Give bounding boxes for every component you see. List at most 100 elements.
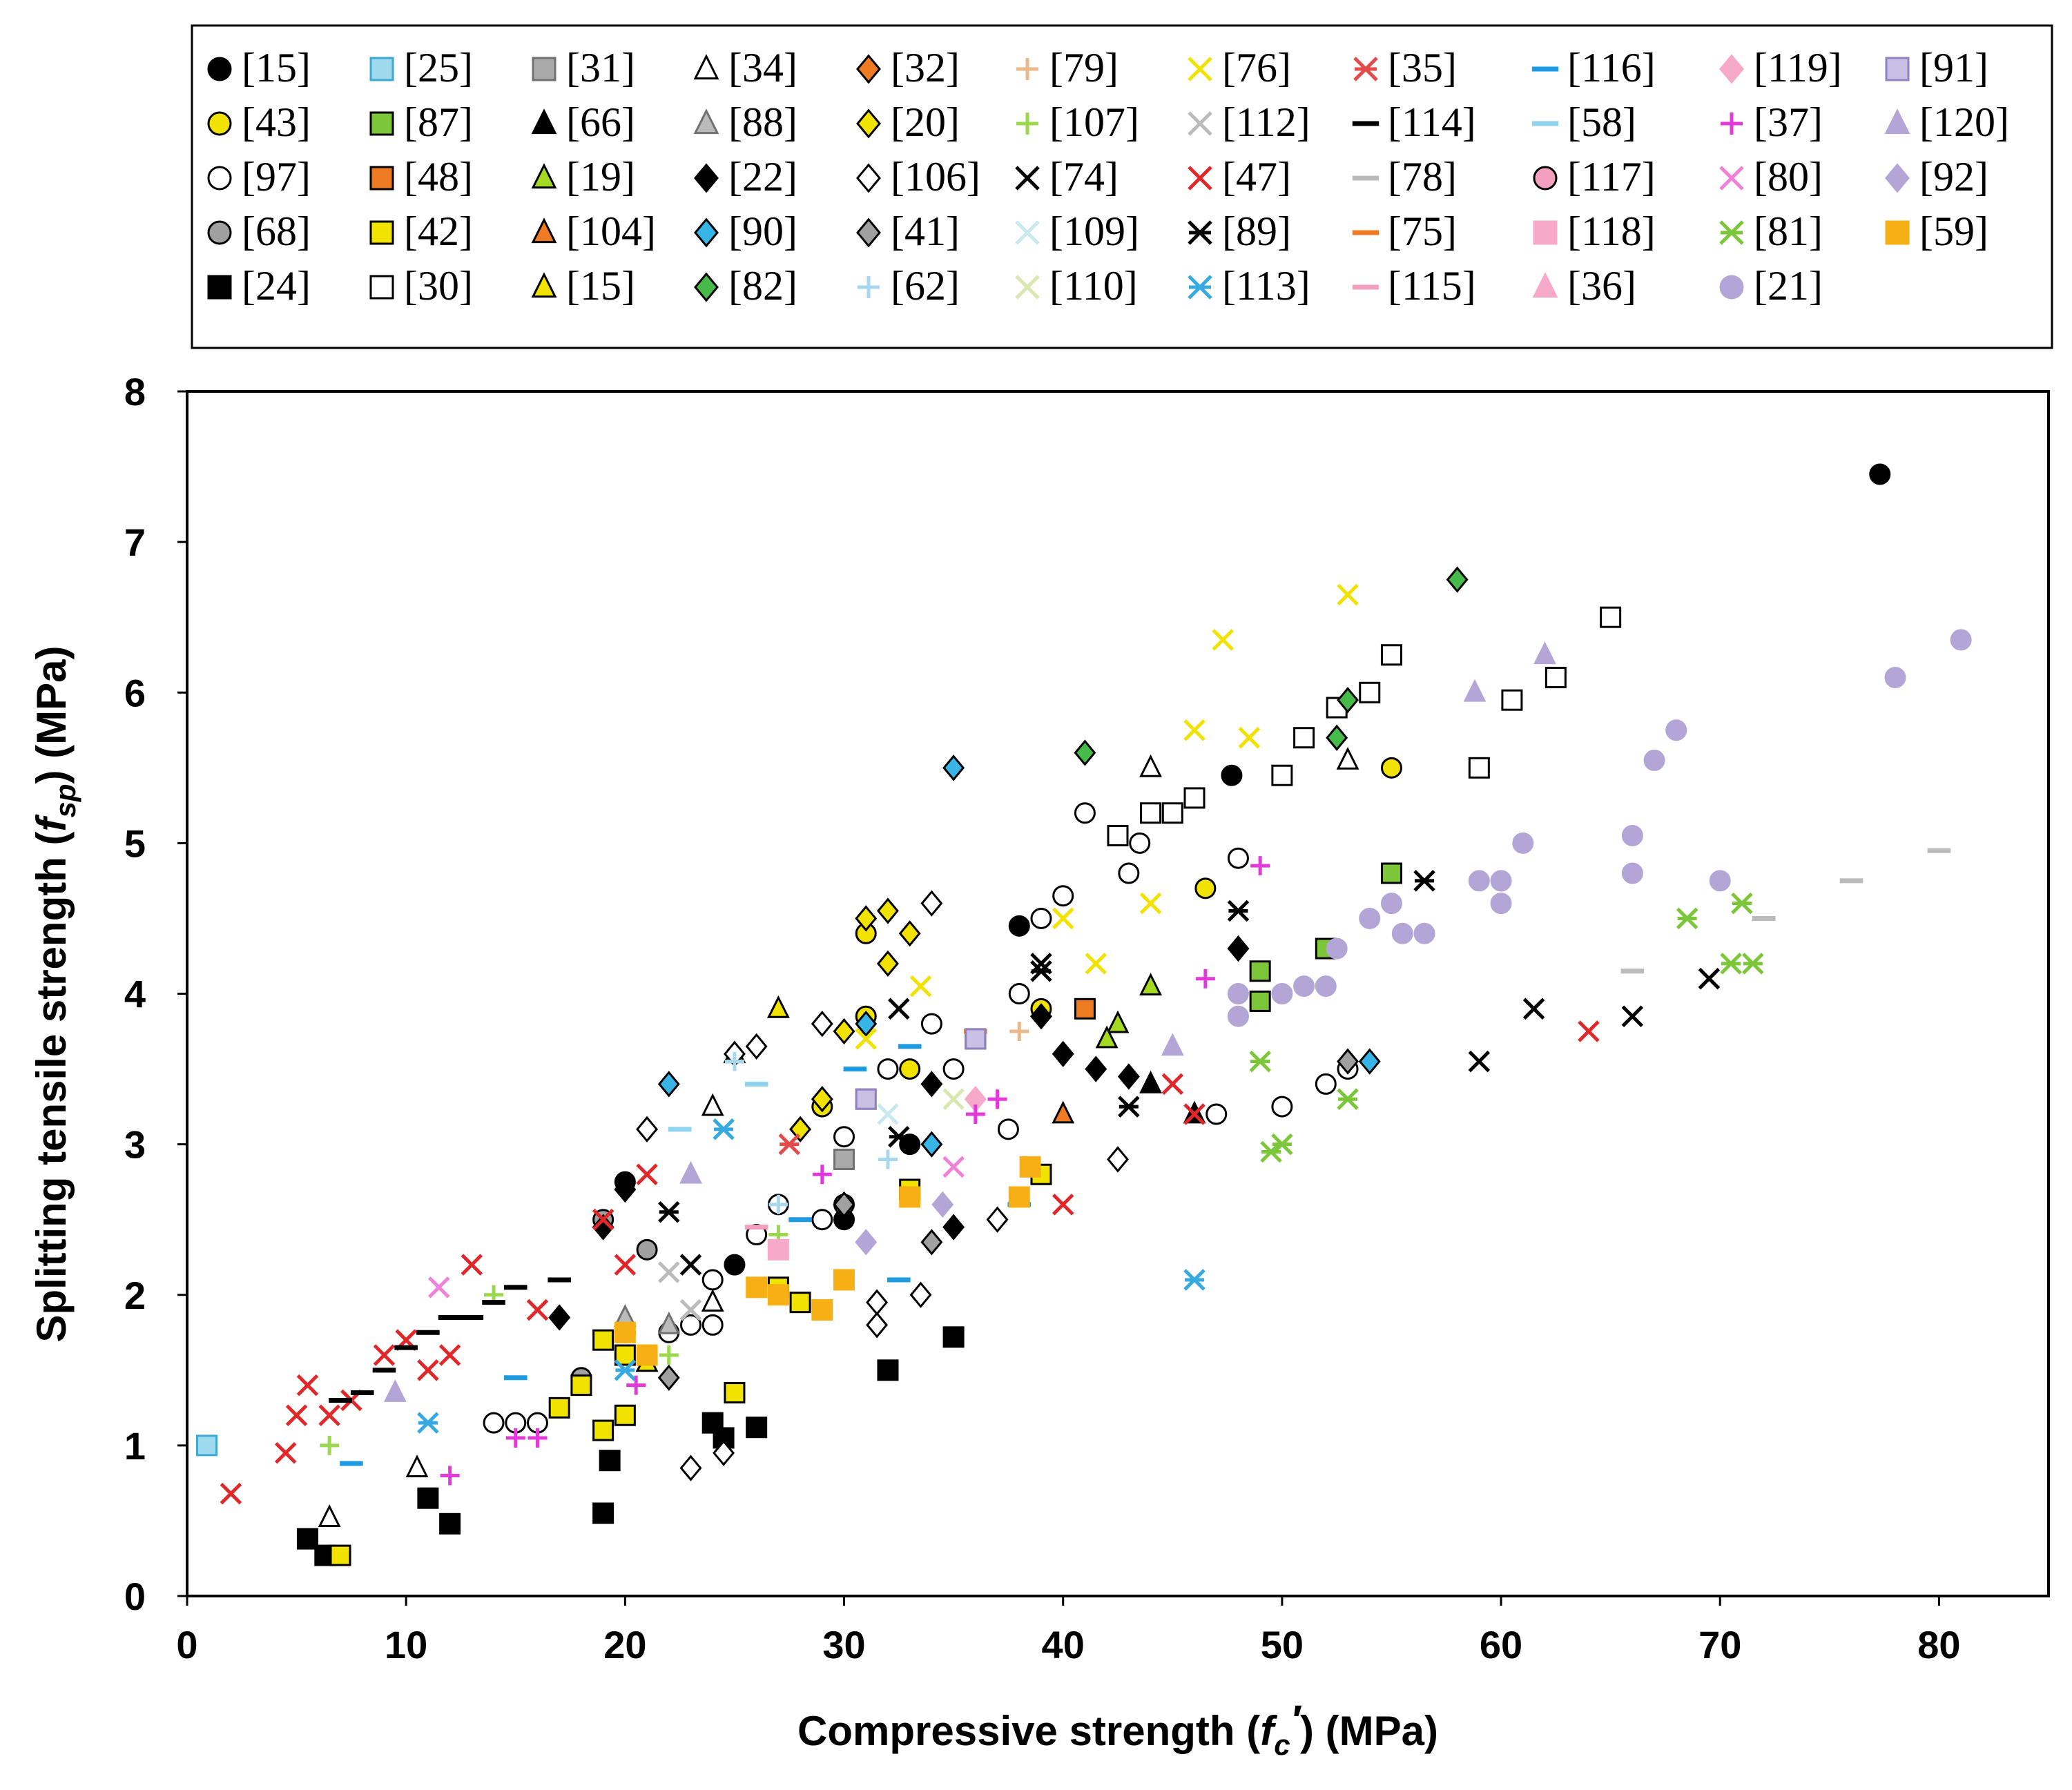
data-point: [76]: (40, 4.5): [1052, 907, 1074, 930]
x-axis-title: Compressive strength (fc′) (MPa): [797, 1697, 1438, 1761]
data-point: [62]: (25, 3.55): [724, 1051, 744, 1071]
y-axis-title-text-2: ) (MPa): [28, 646, 75, 784]
legend-marker: [1719, 275, 1744, 300]
data-point: [30]: (50, 5.45): [1271, 764, 1293, 786]
data-point: [21]: (48, 4): [1227, 983, 1249, 1004]
data-point: [42]: (20, 1.2): [614, 1404, 636, 1426]
data-point: [80]: (11.5, 2.05): [427, 1276, 450, 1298]
legend-label: [43]: [242, 99, 311, 145]
data-point: [82]: (58, 6.75): [1446, 566, 1469, 593]
data-point: [22]: (40, 3.6): [1052, 1040, 1074, 1067]
data-point: [37]: (12, 0.8): [440, 1466, 460, 1486]
legend-marker: [1533, 220, 1558, 245]
legend-marker: [1353, 57, 1378, 81]
data-point: [41]: (22, 1.45): [657, 1364, 680, 1391]
data-point: [22]: (17, 1.85): [548, 1304, 571, 1331]
data-point: [24]: (32, 1.5): [877, 1359, 899, 1381]
data-point: [21]: (55.5, 4.4): [1391, 922, 1413, 944]
data-point: [74]: (32.5, 3.9): [888, 998, 910, 1020]
data-point: [90]: (31, 3.8): [855, 1010, 878, 1038]
legend-marker: [207, 275, 232, 300]
legend-label: [48]: [404, 154, 473, 200]
data-point: [30]: (42.5, 5.05): [1107, 824, 1129, 846]
data-point: [34]: (6.5, 0.52): [318, 1504, 341, 1527]
data-point: [24]: (26, 1.12): [746, 1417, 768, 1439]
data-point: [104]: (40, 3.2): [1052, 1100, 1075, 1124]
legend-marker: [207, 166, 232, 191]
data-point: [82]: (53, 5.95): [1337, 687, 1359, 714]
x-tick-label: 60: [1480, 1623, 1522, 1666]
x-axis-title-prime: ′: [1290, 1697, 1302, 1743]
data-point: [47]: (12, 1.6): [438, 1344, 461, 1366]
data-point: [43]: (33, 3.5): [899, 1058, 921, 1080]
data-point: [30]: (55, 6.25): [1380, 644, 1402, 666]
legend-label: [75]: [1388, 208, 1457, 254]
data-point: [42]: (19, 1.7): [592, 1329, 614, 1351]
legend-marker: [1016, 58, 1038, 80]
data-point: [47]: (20, 2.2): [614, 1254, 637, 1276]
data-point: [19]: (44, 4.05): [1139, 973, 1163, 995]
y-tick-label: 1: [124, 1424, 146, 1468]
data-point: [76]: (33.5, 4.05): [909, 975, 932, 998]
data-point: [106]: (21, 3.1): [636, 1116, 659, 1142]
data-point: [21]: (61, 5): [1512, 832, 1534, 854]
data-point: [47]: (13, 2.2): [461, 1254, 483, 1276]
data-point: [97]: (47, 3.2): [1206, 1103, 1228, 1125]
data-point: [42]: (18, 1.4): [570, 1374, 592, 1397]
data-point: [30]: (45, 5.2): [1161, 802, 1183, 824]
data-point: [106]: (29, 3.8): [811, 1010, 833, 1038]
x-tick-label: 50: [1261, 1623, 1304, 1666]
y-tick-label: 7: [124, 521, 146, 564]
data-point: [24]: (5.5, 0.38): [296, 1528, 318, 1550]
legend-label: [92]: [1919, 154, 1988, 200]
legend-label: [88]: [728, 99, 797, 145]
data-point: [37]: (16, 1.05): [527, 1428, 548, 1448]
data-point: [21]: (51, 4.05): [1293, 975, 1315, 998]
legend-label: [118]: [1567, 208, 1656, 254]
data-points: [15]: (77.3, 7.45) [15]: (47.7, 5.45) [15]…: [196, 463, 1972, 1566]
data-point: [37]: (20.5, 1.4): [626, 1375, 646, 1395]
legend-label: [119]: [1754, 45, 1842, 90]
data-point: [88]: (22, 1.8): [657, 1311, 681, 1334]
data-point: [30]: (46, 5.3): [1183, 787, 1206, 809]
data-point: [113]: (24.5, 3.1): [713, 1118, 735, 1140]
legend-label: [107]: [1049, 99, 1139, 145]
x-axis-title-text-1: Compressive strength (: [797, 1708, 1260, 1754]
data-point: [35]: (27.5, 3): [778, 1133, 801, 1156]
legend-label: [31]: [566, 45, 635, 90]
data-point: [97]: (30, 3.05): [833, 1126, 855, 1148]
data-point: [20]: (32, 4.55): [877, 897, 899, 924]
data-point: [74]: (66, 3.85): [1621, 1005, 1644, 1027]
legend-marker: [532, 57, 556, 81]
data-point: [47]: (19, 2.5): [592, 1208, 614, 1231]
plot-area: [186, 390, 2050, 1597]
data-point: [92]: (31, 2.35): [855, 1229, 878, 1256]
data-point: [59]: (33, 2.65): [899, 1186, 921, 1208]
legend-label: [97]: [242, 154, 311, 200]
data-point: [81]: (49, 3.55): [1249, 1050, 1271, 1073]
data-point: [47]: (64, 3.75): [1578, 1020, 1600, 1042]
data-point: [15]: (27, 3.9): [766, 995, 790, 1018]
legend-marker: [1016, 113, 1038, 135]
y-axis-title: Splitting tensile strength (fsp) (MPa): [28, 646, 81, 1343]
data-point: [21]: (66, 5.05): [1621, 824, 1643, 846]
data-point: [76]: (53, 6.65): [1337, 583, 1359, 606]
data-point: [15]: (33, 3): [899, 1134, 921, 1156]
data-point: [113]: (11, 1.15): [417, 1412, 439, 1434]
legend-label: [87]: [404, 99, 473, 145]
legend-marker: [693, 54, 719, 80]
legend-marker: [1719, 54, 1744, 84]
legend-label: [21]: [1754, 263, 1823, 309]
data-point: [82]: (41, 5.6): [1074, 739, 1096, 766]
data-point: [76]: (44, 4.6): [1139, 892, 1162, 915]
data-point: [106]: (42.5, 2.9): [1107, 1146, 1129, 1173]
data-point: [62]: (32, 2.9): [878, 1149, 898, 1169]
data-point: [47]: (45, 3.4): [1161, 1073, 1184, 1096]
data-point: [89]: (56.5, 4.75): [1413, 870, 1435, 892]
data-point: [97]: (23, 1.8): [680, 1314, 702, 1336]
data-point: [89]: (43, 3.25): [1118, 1096, 1140, 1118]
data-point: [47]: (2, 0.68): [220, 1482, 242, 1505]
legend-label: [19]: [566, 154, 635, 200]
legend-marker: [1885, 57, 1910, 81]
legend-marker: [1015, 166, 1040, 191]
